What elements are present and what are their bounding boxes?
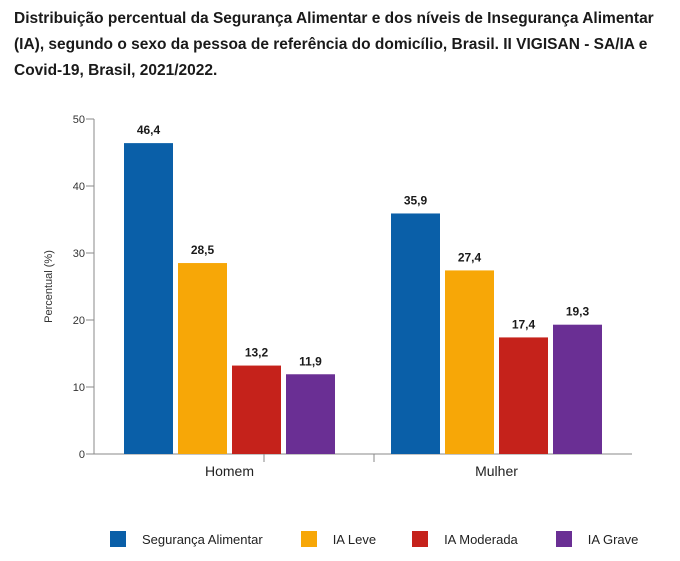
- y-tick-label-2: 20: [73, 315, 85, 327]
- y-tick-label-3: 30: [73, 248, 85, 260]
- data-label-homem-1: 28,5: [191, 243, 215, 257]
- legend-label-1: IA Leve: [332, 531, 377, 547]
- data-label-mulher-3: 19,3: [566, 305, 590, 319]
- chart-title: Distribuição percentual da Segurança Ali…: [14, 10, 654, 79]
- bar-mulher-3: [553, 324, 602, 454]
- data-label-mulher-0: 35,9: [404, 193, 428, 207]
- bar-homem-3: [286, 374, 335, 454]
- data-label-mulher-1: 27,4: [458, 250, 482, 264]
- bar-homem-0: [124, 143, 173, 454]
- bar-mulher-1: [445, 270, 494, 454]
- legend-item-1: IA Leve: [300, 531, 377, 547]
- data-label-homem-3: 11,9: [299, 354, 322, 368]
- bar-homem-1: [178, 263, 227, 454]
- legend-item-3: IA Grave: [555, 531, 639, 547]
- legend-label-3: IA Grave: [587, 531, 639, 547]
- y-tick-label-1: 10: [73, 382, 85, 394]
- legend-item-2: IA Moderada: [412, 531, 518, 547]
- y-tick-label-4: 40: [73, 181, 85, 193]
- x-tick-label-mulher: Mulher: [475, 463, 518, 479]
- data-label-homem-2: 13,2: [245, 346, 269, 360]
- legend-swatch-2: [412, 531, 429, 547]
- y-tick-label-0: 0: [79, 449, 85, 461]
- data-label-homem-0: 46,4: [137, 123, 161, 137]
- bar-mulher-2: [499, 337, 548, 454]
- bar-homem-2: [232, 365, 281, 454]
- legend-swatch-0: [110, 531, 126, 547]
- legend-swatch-3: [555, 531, 572, 547]
- legend-item-0: Segurança Alimentar: [110, 531, 263, 547]
- x-tick-label-homem: Homem: [205, 463, 254, 479]
- bar-mulher-0: [391, 213, 440, 454]
- data-label-mulher-2: 17,4: [512, 317, 536, 331]
- y-tick-label-5: 50: [73, 114, 85, 126]
- chart-legend: Segurança Alimentar IA Leve IA Moderada IA …: [110, 531, 676, 547]
- y-axis-label: Percentual (%): [43, 250, 55, 323]
- legend-label-2: IA Moderada: [444, 531, 518, 547]
- legend-label-0: Segurança Alimentar: [142, 531, 263, 547]
- legend-swatch-1: [300, 531, 317, 547]
